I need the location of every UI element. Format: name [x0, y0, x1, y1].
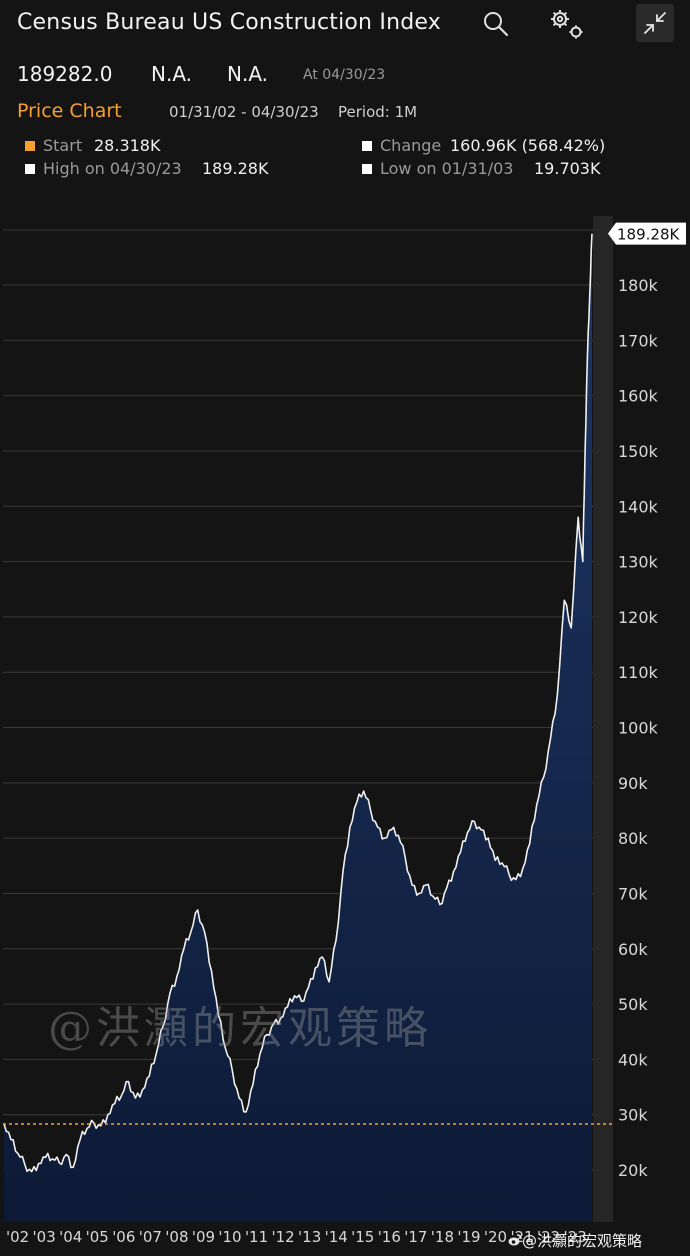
- x-tick-label: '19: [457, 1228, 480, 1246]
- x-tick-label: '22: [537, 1228, 560, 1246]
- y-tick-label: 40k: [618, 1050, 648, 1069]
- high-marker-icon: [25, 164, 35, 174]
- settings-gear-icon[interactable]: [546, 6, 586, 42]
- y-tick-label: 120k: [618, 608, 659, 627]
- x-tick-label: '20: [484, 1228, 507, 1246]
- price-line: [3, 233, 593, 1173]
- weibo-logo-icon: [508, 1234, 522, 1246]
- y-tick-label: 100k: [618, 719, 659, 738]
- as-of-date: At 04/30/23: [303, 67, 386, 83]
- y-tick-label: 80k: [618, 829, 648, 848]
- stat-change-value: 160.96K (568.42%): [450, 136, 606, 155]
- y-tick-label: 70k: [618, 884, 648, 903]
- last-value-flag: 189.28K: [608, 222, 686, 245]
- x-axis-ticks: '02'03'04'05'06'07'08'09'10'11'12'13'14 '…: [6, 1228, 587, 1246]
- x-tick-label: '06: [112, 1228, 135, 1246]
- y-tick-label: 160k: [618, 387, 659, 406]
- x-tick-label: '10: [218, 1228, 241, 1246]
- stat-high-value: 189.28K: [202, 159, 269, 178]
- y-tick-label: 90k: [618, 774, 648, 793]
- last-value-label: 189.28K: [617, 226, 680, 244]
- y-tick-label: 30k: [618, 1106, 648, 1125]
- x-tick-label: '11: [245, 1228, 268, 1246]
- x-tick-label: '12: [272, 1228, 295, 1246]
- chart-header: Census Bureau US Construction Index 1892…: [0, 0, 690, 195]
- x-tick-label: '16: [378, 1228, 401, 1246]
- x-tick-label: '15: [351, 1228, 374, 1246]
- y-tick-label: 140k: [618, 497, 659, 516]
- last-price: 189282.0: [17, 62, 113, 86]
- y-tick-label: 110k: [618, 663, 659, 682]
- stat-change-label: Change: [380, 136, 442, 155]
- x-tick-label: '07: [139, 1228, 162, 1246]
- x-tick-label: '14: [325, 1228, 348, 1246]
- y-tick-label: 170k: [618, 331, 659, 350]
- y-tick-label: 130k: [618, 553, 659, 572]
- x-tick-label: '08: [165, 1228, 188, 1246]
- x-tick-label: '17: [404, 1228, 427, 1246]
- y-axis-ticks: 20k 30k 40k 50k 60k 70k 80k 90k 100k 110k 120k 130k…: [618, 276, 659, 1180]
- weibo-handle: @洪灝的宏观策略: [522, 1232, 643, 1250]
- period-selector[interactable]: Period: 1M: [338, 103, 418, 121]
- watermark: @洪灝的宏观策略: [48, 1003, 432, 1054]
- price-area-fill: [4, 233, 592, 1222]
- percent-change: N.A.: [227, 62, 269, 86]
- stat-start-label: Start: [43, 136, 83, 155]
- x-tick-label: '02: [6, 1228, 29, 1246]
- stat-start-value: 28.318K: [94, 136, 161, 155]
- search-icon[interactable]: [482, 10, 510, 38]
- x-tick-label: '18: [431, 1228, 454, 1246]
- security-title: Census Bureau US Construction Index: [17, 10, 441, 35]
- x-tick-label: '03: [33, 1228, 56, 1246]
- future-shade: [593, 216, 613, 1222]
- x-tick-label: '13: [298, 1228, 321, 1246]
- x-tick-label: '23: [564, 1228, 587, 1246]
- stat-high-label: High on 04/30/23: [43, 159, 182, 178]
- collapse-icon[interactable]: [636, 4, 674, 42]
- low-marker-icon: [362, 164, 372, 174]
- y-tick-label: 50k: [618, 995, 648, 1014]
- y-tick-label: 180k: [618, 276, 659, 295]
- y-tick-label: 60k: [618, 940, 648, 959]
- change-marker-icon: [362, 141, 372, 151]
- stat-low-value: 19.703K: [534, 159, 601, 178]
- date-range[interactable]: 01/31/02 - 04/30/23: [169, 103, 319, 121]
- y-tick-label: 150k: [618, 442, 659, 461]
- price-chart[interactable]: 20k 30k 40k 50k 60k 70k 80k 90k 100k 110k 120k 130k…: [0, 195, 690, 1256]
- x-tick-label: '05: [86, 1228, 109, 1246]
- y-tick-label: 20k: [618, 1161, 648, 1180]
- price-chart-label[interactable]: Price Chart: [17, 100, 122, 122]
- x-tick-label: '09: [192, 1228, 215, 1246]
- start-marker-icon: [25, 141, 35, 151]
- net-change: N.A.: [151, 62, 193, 86]
- stat-low-label: Low on 01/31/03: [380, 159, 514, 178]
- x-tick-label: '04: [59, 1228, 82, 1246]
